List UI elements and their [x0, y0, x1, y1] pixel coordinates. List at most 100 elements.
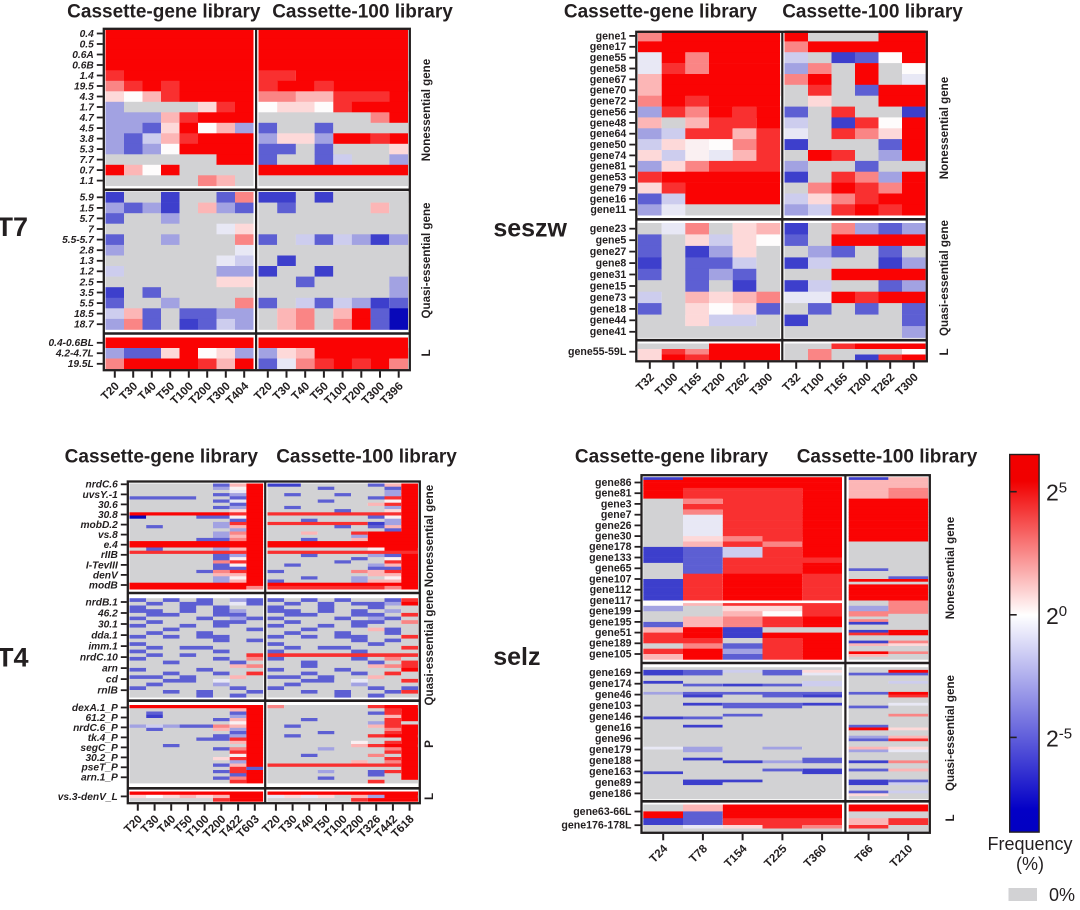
svg-text:rnlB: rnlB [97, 686, 117, 697]
svg-text:imm.1: imm.1 [88, 642, 118, 653]
svg-text:dexA.1_P: dexA.1_P [72, 703, 118, 714]
svg-text:Nonessential gene: Nonessential gene [420, 58, 433, 161]
svg-text:gene67: gene67 [590, 74, 627, 86]
svg-text:gene7: gene7 [601, 509, 632, 521]
svg-text:Quasi-essential gene: Quasi-essential gene [944, 674, 957, 791]
svg-text:L: L [938, 348, 951, 355]
svg-text:gene48: gene48 [590, 117, 627, 129]
svg-text:Cassette-gene library: Cassette-gene library [575, 447, 769, 468]
svg-text:Quasi-essential gene: Quasi-essential gene [420, 202, 433, 319]
svg-text:30.1: 30.1 [98, 619, 118, 630]
svg-text:rIIB: rIIB [101, 550, 118, 561]
svg-text:nrdC.6: nrdC.6 [86, 480, 119, 491]
svg-text:gene51: gene51 [595, 627, 632, 639]
svg-text:gene65: gene65 [595, 563, 632, 575]
svg-text:18.7: 18.7 [74, 320, 95, 331]
svg-text:T7: T7 [0, 212, 28, 242]
svg-text:gene30: gene30 [595, 531, 632, 543]
svg-text:Quasi-essential gene: Quasi-essential gene [423, 589, 436, 706]
svg-text:Nonessential gene: Nonessential gene [423, 484, 436, 587]
svg-text:gene112: gene112 [590, 584, 632, 596]
svg-text:gene31: gene31 [590, 269, 627, 281]
svg-text:arn.1_P: arn.1_P [81, 773, 118, 784]
svg-text:2.8: 2.8 [79, 246, 94, 257]
svg-text:gene50: gene50 [590, 139, 627, 151]
svg-text:Cassette-gene library: Cassette-gene library [67, 2, 261, 23]
svg-text:gene89: gene89 [595, 777, 632, 789]
svg-text:gene16: gene16 [595, 722, 632, 734]
svg-text:30.2_P: 30.2_P [86, 753, 118, 764]
svg-text:nrdC.6_P: nrdC.6_P [73, 723, 118, 734]
svg-text:pseT_P: pseT_P [81, 763, 118, 774]
svg-text:gene178: gene178 [589, 541, 632, 553]
svg-text:gene169: gene169 [589, 667, 632, 679]
svg-text:gene195: gene195 [589, 616, 632, 628]
svg-text:1.2: 1.2 [80, 267, 94, 278]
svg-text:gene17: gene17 [590, 41, 627, 53]
svg-text:30.8: 30.8 [98, 510, 118, 521]
svg-text:gene26: gene26 [595, 520, 632, 532]
svg-text:gene117: gene117 [590, 595, 632, 607]
svg-text:30.6: 30.6 [98, 500, 118, 511]
svg-text:gene176-178L: gene176-178L [561, 820, 632, 832]
svg-text:segC_P: segC_P [80, 743, 118, 754]
svg-text:vs.3-denV_L: vs.3-denV_L [58, 792, 118, 803]
svg-text:gene44: gene44 [590, 315, 627, 327]
svg-text:0.6B: 0.6B [72, 61, 94, 72]
svg-text:Nonessential gene: Nonessential gene [944, 516, 957, 619]
svg-text:gene79: gene79 [590, 182, 627, 194]
svg-text:nrdC.10: nrdC.10 [80, 653, 118, 664]
svg-text:dda.1: dda.1 [91, 631, 118, 642]
svg-text:0.6A: 0.6A [72, 50, 94, 61]
svg-text:0.4: 0.4 [80, 29, 94, 40]
svg-text:gene8: gene8 [596, 258, 627, 270]
svg-text:5.7: 5.7 [80, 214, 95, 225]
svg-text:gene179: gene179 [589, 744, 632, 756]
svg-text:61.2_P: 61.2_P [86, 713, 118, 724]
svg-text:0.5: 0.5 [80, 39, 94, 50]
svg-text:46.2: 46.2 [97, 608, 118, 619]
svg-text:4.2-4.7L: 4.2-4.7L [55, 349, 94, 360]
svg-text:Cassette-gene library: Cassette-gene library [564, 2, 758, 23]
svg-text:L: L [420, 349, 433, 356]
svg-text:gene56: gene56 [590, 106, 627, 118]
svg-text:gene189: gene189 [589, 638, 632, 650]
svg-text:gene86: gene86 [595, 477, 632, 489]
svg-text:Frequency: Frequency [987, 834, 1072, 854]
svg-text:vs.8: vs.8 [98, 530, 118, 541]
svg-text:gene105: gene105 [589, 648, 632, 660]
svg-text:gene18: gene18 [590, 303, 627, 315]
svg-text:7: 7 [88, 224, 95, 235]
svg-text:gene16: gene16 [590, 193, 627, 205]
svg-text:Cassette-100 library: Cassette-100 library [272, 2, 453, 23]
svg-text:gene188: gene188 [589, 755, 632, 767]
svg-text:3.8: 3.8 [80, 134, 94, 145]
svg-text:0.7: 0.7 [80, 166, 95, 177]
svg-text:19.5: 19.5 [74, 82, 94, 93]
svg-text:gene63-66L: gene63-66L [573, 806, 632, 818]
svg-text:gene81: gene81 [595, 488, 632, 500]
svg-text:gene81: gene81 [590, 161, 627, 173]
svg-text:1.3: 1.3 [80, 256, 94, 267]
svg-text:gene73: gene73 [590, 292, 627, 304]
svg-text:gene23: gene23 [590, 223, 627, 235]
svg-text:tk.4_P: tk.4_P [88, 733, 118, 744]
svg-text:P: P [423, 740, 436, 748]
svg-text:2.5: 2.5 [79, 277, 94, 288]
svg-text:nrdB.1: nrdB.1 [86, 597, 119, 608]
svg-text:gene103: gene103 [589, 700, 632, 712]
svg-text:cd: cd [106, 675, 119, 686]
svg-text:gene133: gene133 [589, 552, 632, 564]
svg-text:gene46: gene46 [595, 689, 632, 701]
svg-text:gene72: gene72 [590, 96, 627, 108]
svg-text:1.1: 1.1 [80, 176, 94, 187]
svg-text:0%: 0% [1049, 885, 1075, 905]
svg-text:Nonessential gene: Nonessential gene [938, 76, 951, 179]
svg-text:gene11: gene11 [590, 204, 626, 216]
svg-text:I-TevIII: I-TevIII [86, 560, 118, 571]
svg-text:Cassette-100 library: Cassette-100 library [782, 2, 963, 23]
svg-text:gene58: gene58 [590, 63, 627, 75]
svg-text:18.5: 18.5 [74, 309, 94, 320]
svg-text:uvsY.-1: uvsY.-1 [82, 490, 118, 501]
svg-text:1.5: 1.5 [80, 203, 94, 214]
